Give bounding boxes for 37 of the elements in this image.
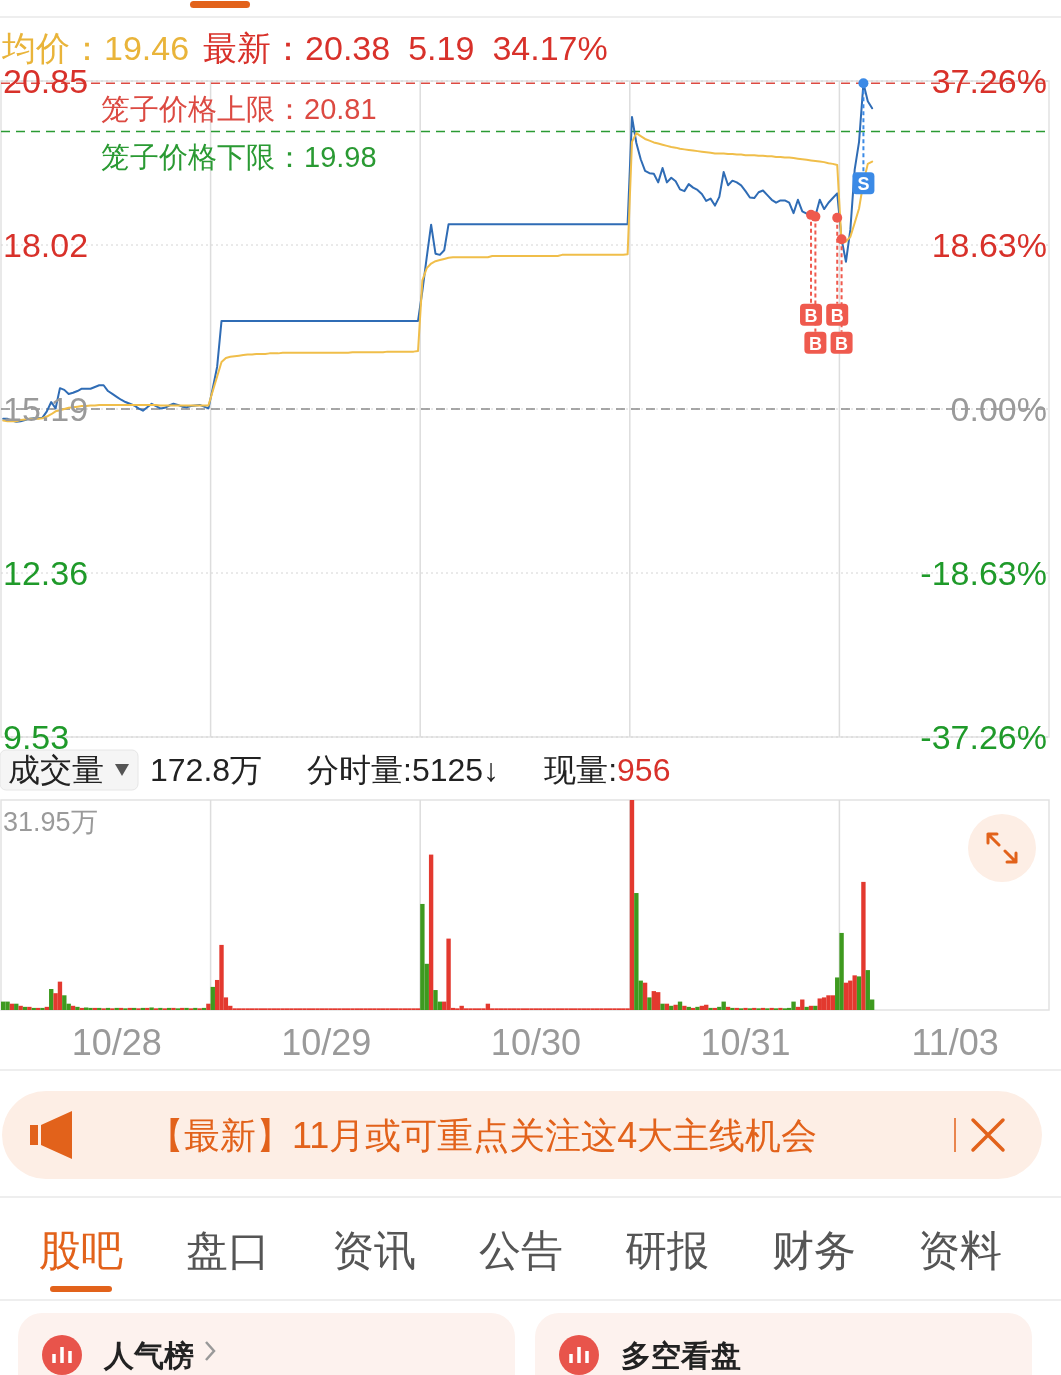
- text: 多空看盘: [621, 1339, 741, 1372]
- text: 【最新】11月或可重点关注这4大主线机会: [148, 1114, 818, 1156]
- ref-line-label: 笼子价格下限：19.98: [101, 141, 377, 174]
- y-tick-label: 18.02: [3, 226, 89, 264]
- text: S: [857, 174, 870, 195]
- text: 最新：20.38: [203, 29, 391, 67]
- text: 研报: [625, 1226, 709, 1274]
- ref-line-label: 笼子价格上限：20.81: [101, 93, 377, 126]
- text: 5.19: [408, 29, 475, 67]
- x-tick-label: 10/29: [281, 1021, 372, 1063]
- text: 172.8万: [150, 752, 263, 788]
- text: 财务: [771, 1226, 856, 1274]
- text: 34.17%: [492, 29, 608, 67]
- text: 资料: [918, 1226, 1002, 1274]
- y2-tick-label: 18.63%: [931, 226, 1047, 264]
- text: 现量:: [544, 752, 618, 788]
- text: B: [835, 333, 849, 354]
- x-tick-label: 10/30: [490, 1021, 581, 1063]
- text: 资讯: [332, 1226, 416, 1274]
- text: 956: [617, 752, 671, 788]
- text: 公告: [478, 1226, 563, 1274]
- y2-tick-label: -37.26%: [920, 718, 1047, 756]
- x-tick-label: 10/28: [71, 1021, 162, 1063]
- text: B: [808, 333, 822, 354]
- legend-label: B: [830, 305, 844, 326]
- text: 人气榜: [103, 1339, 194, 1372]
- text: 均价：19.46: [1, 29, 190, 67]
- text: 盘口: [185, 1226, 270, 1274]
- y-tick-label: 12.36: [3, 554, 89, 592]
- annotation: 31.95万: [3, 807, 98, 837]
- y2-tick-label: -18.63%: [920, 554, 1047, 592]
- x-tick-label: 10/31: [700, 1021, 791, 1063]
- x-tick-label: 11/03: [911, 1021, 999, 1063]
- text: 分时量:5125↓: [307, 752, 500, 788]
- text: B: [804, 305, 818, 326]
- text: 股吧: [39, 1226, 123, 1274]
- text: 成交量: [8, 752, 104, 788]
